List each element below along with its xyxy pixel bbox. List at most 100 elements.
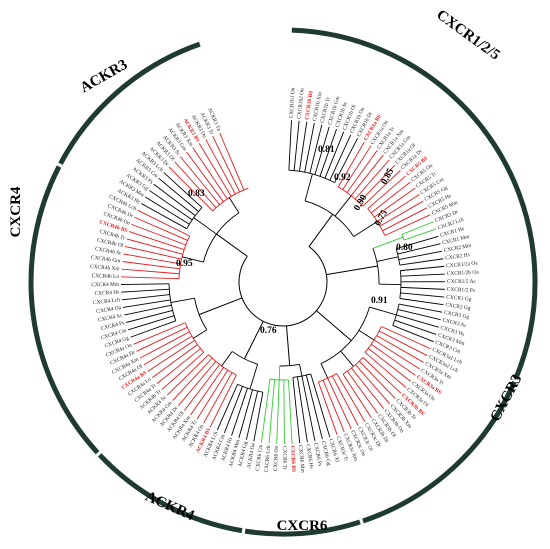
- branch: [229, 198, 239, 213]
- branch: [377, 257, 398, 262]
- branch: [216, 234, 247, 256]
- branch: [369, 307, 396, 315]
- branch: [206, 140, 236, 195]
- branch: [254, 392, 263, 441]
- tip-label: CXCR1/2 Ac: [447, 279, 477, 285]
- branch: [374, 340, 420, 369]
- branch: [379, 331, 427, 356]
- tip-label: CXCR6 Hs: [304, 444, 314, 469]
- branch: [210, 375, 236, 427]
- branch: [123, 300, 170, 308]
- branch: [144, 336, 192, 365]
- tip-label: CXCR1b1 On: [289, 87, 297, 118]
- tip-label: CXCR6 Tr: [281, 446, 287, 470]
- branch: [220, 133, 244, 190]
- branch: [337, 373, 365, 421]
- branch: [239, 247, 327, 326]
- group-label-cxcr3: CXCR3: [487, 372, 525, 424]
- tip-label: CXCR4b Xm: [90, 264, 121, 272]
- branch: [197, 370, 228, 419]
- branch: [232, 388, 248, 435]
- tip-label: CXCR6 Cm: [255, 443, 265, 471]
- branch: [321, 364, 328, 379]
- branch: [167, 355, 208, 396]
- bootstrap-label: 0.76: [260, 326, 277, 336]
- branch: [222, 351, 233, 366]
- branch: [125, 246, 182, 259]
- bootstrap-label: 0.90: [352, 193, 369, 213]
- tip-label: CXCR4 Mm: [91, 282, 120, 288]
- branch: [302, 376, 315, 441]
- branch: [332, 376, 358, 426]
- branch: [401, 274, 445, 276]
- branch: [121, 284, 169, 285]
- branch: [347, 150, 377, 192]
- branch: [121, 289, 169, 292]
- branch: [347, 371, 377, 413]
- group-bar: [100, 455, 242, 531]
- branch: [371, 344, 415, 375]
- branch: [359, 361, 395, 398]
- bootstrap-label: 0.91: [371, 296, 388, 306]
- branch: [193, 330, 207, 339]
- branch: [246, 391, 257, 440]
- branch: [400, 266, 444, 270]
- branch: [149, 190, 192, 219]
- tip-label: CXCR2 Hs: [445, 252, 470, 261]
- tip-label: CXCR1 Gg: [446, 294, 472, 302]
- group-bar: [31, 167, 98, 453]
- branch: [131, 321, 176, 337]
- branch: [401, 287, 445, 289]
- branch: [287, 326, 290, 366]
- tip-label: CXCR4b Gm: [91, 255, 122, 265]
- branch: [396, 315, 438, 327]
- group-label-cxcr125: CXCR1/2/5: [433, 7, 502, 64]
- group-label-cxcr6: CXCR6: [277, 518, 328, 534]
- branch: [400, 293, 444, 297]
- branch: [122, 295, 170, 300]
- branch: [171, 298, 195, 302]
- branch: [359, 330, 374, 340]
- branch: [175, 162, 216, 208]
- branch: [343, 146, 371, 190]
- branch: [400, 299, 444, 305]
- tree-branches: [121, 120, 445, 444]
- group-label-ackr4: ACKR4: [143, 489, 197, 525]
- branch: [300, 364, 302, 376]
- branch: [289, 120, 292, 170]
- branch: [178, 361, 215, 405]
- tip-label: CXCR1/2a Oa: [446, 260, 479, 269]
- branch: [355, 365, 389, 404]
- branch: [284, 380, 285, 444]
- branch: [343, 374, 371, 418]
- branch: [140, 332, 189, 358]
- branch: [173, 358, 213, 400]
- branch: [122, 269, 180, 274]
- branch: [128, 316, 174, 330]
- bootstrap-label: 0.75: [373, 208, 390, 228]
- group-bar: [363, 382, 514, 521]
- branch: [326, 266, 377, 275]
- branch: [316, 311, 351, 341]
- branch: [138, 210, 190, 236]
- branch: [288, 380, 292, 444]
- branch: [157, 349, 201, 384]
- branch: [341, 351, 354, 366]
- branch: [395, 320, 437, 334]
- group-label-cxcr4: CXCR4: [8, 186, 24, 237]
- branch: [377, 336, 424, 363]
- branch: [194, 218, 217, 234]
- branch: [305, 174, 312, 201]
- branch: [309, 214, 333, 246]
- branch: [199, 298, 242, 315]
- branch: [239, 390, 253, 438]
- branch: [335, 196, 351, 216]
- tip-label: CXCR4 Hs: [94, 290, 119, 298]
- branch: [269, 380, 275, 444]
- branch: [141, 204, 186, 229]
- branch: [393, 325, 434, 341]
- branch: [121, 277, 179, 279]
- branch: [305, 123, 315, 172]
- tip-label: CXCR6 On: [273, 445, 280, 471]
